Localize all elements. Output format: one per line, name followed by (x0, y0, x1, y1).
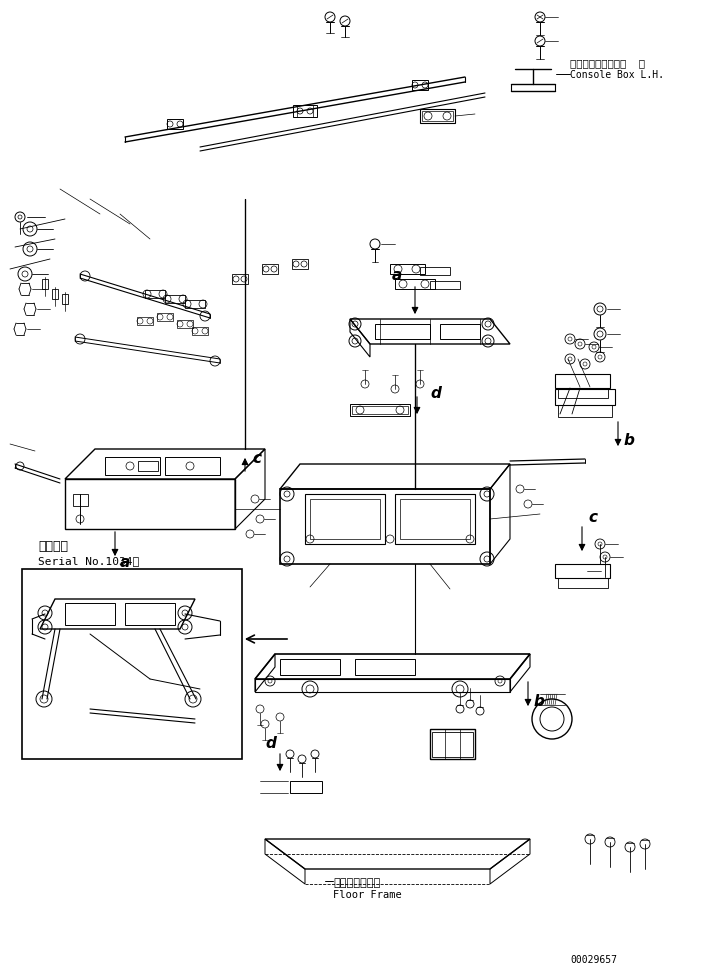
Bar (350, 404, 410, 416)
Bar (262, 265, 278, 275)
Bar (185, 301, 205, 309)
Bar (555, 374, 610, 389)
Bar (293, 106, 317, 118)
Bar (420, 268, 450, 276)
Text: c: c (588, 509, 597, 525)
Bar (22, 570, 242, 759)
Bar (352, 406, 408, 414)
Bar (145, 291, 165, 299)
Text: a: a (120, 554, 131, 570)
Bar (65, 604, 115, 625)
Bar (432, 732, 473, 757)
Text: d: d (265, 736, 276, 750)
Bar (395, 279, 435, 290)
Bar (440, 324, 480, 340)
Bar (430, 281, 460, 290)
Bar (280, 659, 340, 675)
Bar (137, 318, 153, 325)
Bar (355, 659, 415, 675)
Bar (420, 109, 455, 124)
Bar (395, 494, 475, 544)
Bar (558, 578, 608, 588)
Bar (555, 390, 615, 405)
Bar (177, 320, 193, 328)
Bar (73, 494, 88, 506)
Bar (52, 290, 58, 300)
Bar (42, 279, 48, 290)
Bar (157, 314, 173, 321)
Bar (430, 729, 475, 759)
Text: c: c (252, 450, 261, 465)
Text: Console Box L.H.: Console Box L.H. (570, 70, 664, 80)
Bar (165, 457, 220, 476)
Text: Serial No.1034～: Serial No.1034～ (38, 556, 139, 566)
Bar (555, 565, 610, 578)
Bar (400, 499, 470, 539)
Bar (375, 324, 430, 340)
Bar (167, 120, 183, 130)
Bar (105, 457, 160, 476)
Bar (165, 296, 185, 304)
Bar (232, 275, 248, 284)
Text: 適用号機: 適用号機 (38, 539, 68, 552)
Bar (310, 499, 380, 539)
Text: コンソールボックス  左: コンソールボックス 左 (570, 58, 645, 68)
Bar (290, 782, 322, 793)
Text: b: b (534, 694, 545, 708)
Text: a: a (392, 268, 402, 282)
Bar (138, 461, 158, 472)
Bar (62, 295, 68, 305)
Bar (422, 112, 453, 122)
Bar (125, 604, 175, 625)
Text: b: b (624, 433, 635, 447)
Bar (305, 494, 385, 544)
Bar (192, 327, 208, 336)
Bar (558, 405, 612, 417)
Text: フロアフレーム: フロアフレーム (333, 877, 380, 887)
Bar (292, 260, 308, 270)
Bar (390, 265, 425, 275)
Bar (412, 81, 428, 91)
Text: 00029657: 00029657 (570, 954, 617, 964)
Text: d: d (430, 386, 441, 401)
Text: Floor Frame: Floor Frame (333, 889, 402, 899)
Bar (558, 389, 608, 399)
